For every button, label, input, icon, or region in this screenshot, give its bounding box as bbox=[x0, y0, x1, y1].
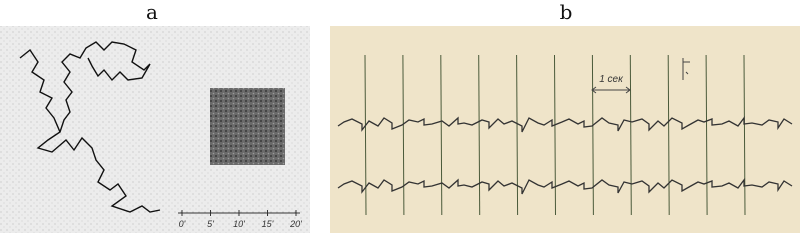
calibration-mark bbox=[682, 58, 690, 80]
time-marks bbox=[364, 54, 746, 216]
time-line bbox=[516, 54, 519, 216]
time-line bbox=[629, 54, 632, 216]
time-line bbox=[364, 54, 367, 216]
dense-region bbox=[210, 88, 285, 165]
scale-label: 20' bbox=[289, 219, 302, 229]
trace bbox=[337, 178, 793, 195]
time-line bbox=[478, 54, 481, 216]
time-line bbox=[705, 54, 708, 216]
scale-label: 15' bbox=[262, 219, 274, 229]
time-line bbox=[440, 54, 443, 216]
time-label: 1 сек bbox=[599, 74, 624, 85]
scale-label: 5' bbox=[207, 219, 214, 229]
panel-b-background bbox=[330, 26, 800, 233]
time-line bbox=[667, 54, 670, 216]
scale-label: 0' bbox=[179, 219, 186, 229]
time-line bbox=[743, 54, 746, 216]
scale-labels: 0' 5' 10' 15' 20' bbox=[179, 210, 302, 229]
scale-label: 10' bbox=[233, 219, 245, 229]
time-line bbox=[591, 54, 594, 216]
time-arrows bbox=[591, 86, 631, 94]
figure: a b 0' 5' 10' 15' 20' 1 сек bbox=[0, 0, 800, 233]
page: a b 0'5'10'15'20' 1 сек (() => { const d… bbox=[0, 0, 800, 233]
time-line bbox=[402, 54, 405, 216]
trajectory bbox=[19, 41, 161, 213]
panel-label: a bbox=[146, 0, 158, 24]
time-line bbox=[554, 54, 556, 216]
panel-label: b bbox=[560, 0, 573, 24]
trace bbox=[337, 116, 793, 133]
